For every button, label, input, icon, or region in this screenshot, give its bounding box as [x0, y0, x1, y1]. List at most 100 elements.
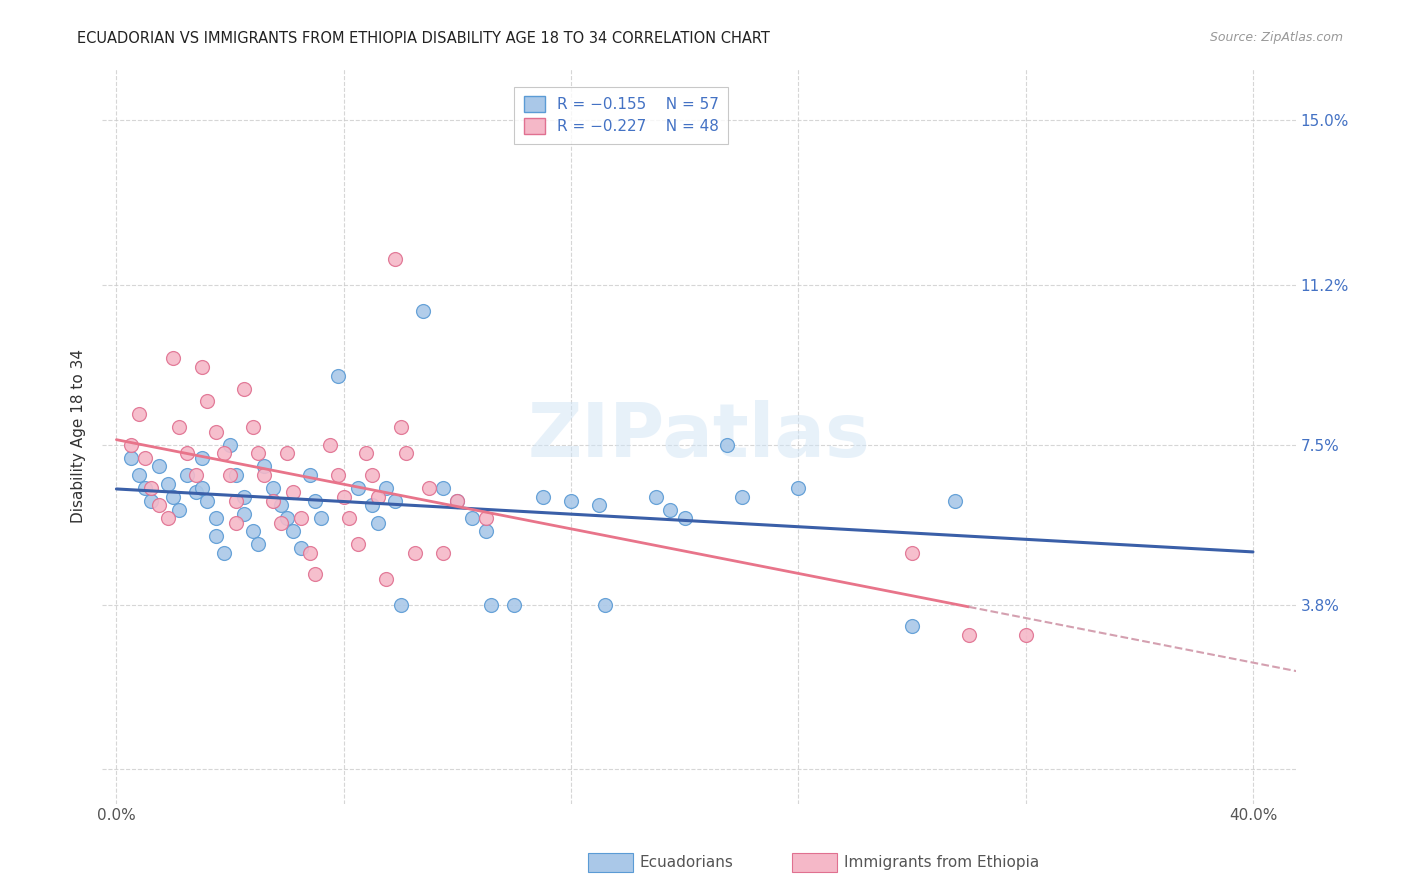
Point: [270, 516, 292, 530]
Point: [233, 490, 256, 504]
Point: [134, 481, 156, 495]
Point: [233, 507, 256, 521]
Point: [225, 516, 247, 530]
Point: [673, 511, 696, 525]
Point: [128, 467, 150, 482]
Point: [190, 359, 212, 374]
Point: [184, 485, 207, 500]
Point: [404, 546, 426, 560]
Point: [233, 382, 256, 396]
Point: [184, 467, 207, 482]
Point: [205, 528, 228, 542]
Point: [560, 494, 582, 508]
Point: [304, 567, 326, 582]
Point: [190, 450, 212, 465]
Point: [219, 438, 242, 452]
Point: [128, 408, 150, 422]
Point: [205, 425, 228, 439]
Point: [412, 303, 434, 318]
Y-axis label: Disability Age 18 to 34: Disability Age 18 to 34: [72, 349, 86, 523]
Point: [120, 450, 142, 465]
Point: [659, 502, 682, 516]
Point: [593, 598, 616, 612]
Point: [460, 511, 482, 525]
Point: [475, 524, 498, 539]
Point: [120, 438, 142, 452]
Point: [347, 481, 370, 495]
Point: [432, 481, 454, 495]
Point: [205, 511, 228, 525]
Point: [943, 494, 966, 508]
Point: [901, 619, 924, 633]
Point: [787, 481, 810, 495]
Point: [139, 494, 162, 508]
Text: Source: ZipAtlas.com: Source: ZipAtlas.com: [1209, 31, 1343, 45]
Point: [276, 511, 298, 525]
Point: [389, 420, 412, 434]
Point: [309, 511, 332, 525]
Point: [384, 494, 406, 508]
Point: [156, 511, 179, 525]
Point: [375, 572, 398, 586]
Point: [432, 546, 454, 560]
Point: [262, 494, 284, 508]
Point: [167, 502, 190, 516]
Point: [225, 494, 247, 508]
Point: [395, 446, 418, 460]
Point: [361, 467, 384, 482]
Point: [281, 524, 304, 539]
Point: [389, 598, 412, 612]
Point: [281, 485, 304, 500]
Point: [225, 467, 247, 482]
Point: [367, 490, 389, 504]
Point: [298, 467, 321, 482]
Point: [167, 420, 190, 434]
Point: [190, 481, 212, 495]
Point: [446, 494, 468, 508]
Point: [318, 438, 340, 452]
Point: [356, 446, 378, 460]
Point: [156, 476, 179, 491]
Point: [326, 467, 349, 482]
Text: ZIPatlas: ZIPatlas: [527, 400, 870, 473]
Point: [139, 481, 162, 495]
Point: [134, 450, 156, 465]
Point: [446, 494, 468, 508]
Point: [304, 494, 326, 508]
Point: [901, 546, 924, 560]
Point: [347, 537, 370, 551]
Point: [148, 498, 170, 512]
Point: [716, 438, 738, 452]
Point: [176, 446, 198, 460]
Point: [253, 467, 276, 482]
Point: [219, 467, 242, 482]
Point: [730, 490, 752, 504]
Point: [367, 516, 389, 530]
Point: [148, 459, 170, 474]
Point: [645, 490, 668, 504]
Point: [242, 524, 264, 539]
Point: [247, 446, 270, 460]
Point: [242, 420, 264, 434]
Point: [326, 368, 349, 383]
Point: [475, 511, 498, 525]
Point: [214, 546, 236, 560]
Point: [195, 394, 218, 409]
Point: [214, 446, 236, 460]
Point: [361, 498, 384, 512]
Point: [270, 498, 292, 512]
Point: [162, 490, 184, 504]
Point: [290, 541, 312, 556]
Point: [588, 498, 610, 512]
Point: [375, 481, 398, 495]
Point: [290, 511, 312, 525]
Point: [253, 459, 276, 474]
Point: [418, 481, 440, 495]
Point: [1014, 628, 1036, 642]
Text: Ecuadorians: Ecuadorians: [640, 855, 734, 870]
Point: [298, 546, 321, 560]
Point: [247, 537, 270, 551]
Point: [195, 494, 218, 508]
Point: [262, 481, 284, 495]
Point: [332, 490, 354, 504]
